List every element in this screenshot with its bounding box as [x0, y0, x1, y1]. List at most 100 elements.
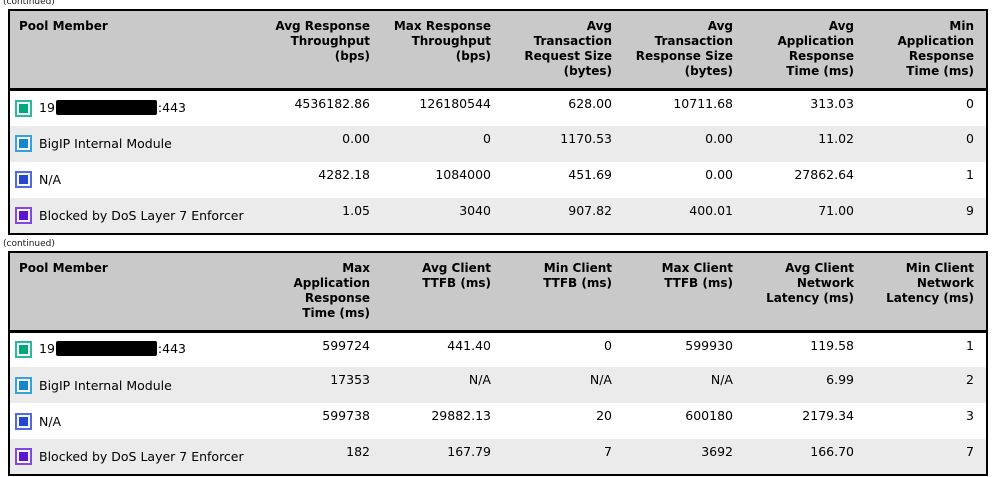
lightblue-square-icon: [15, 376, 32, 394]
metric-value-cell: 2179.34: [802, 408, 854, 423]
metric-column-header: Avg Response Throughput (bps): [261, 10, 382, 91]
metric-column-header: Min Client Network Latency (ms): [866, 251, 987, 333]
metric-value-cell: 11.02: [818, 130, 854, 146]
pool-member-cell: Blocked by DoS Layer 7 Enforcer: [9, 198, 261, 234]
lightblue-square-icon: [15, 135, 32, 152]
metric-value-cell: 126180544: [419, 96, 491, 111]
metric-value-cell: 599724: [322, 337, 370, 353]
pool-member-cell: 19:443: [9, 331, 261, 367]
redaction-box: [55, 341, 157, 357]
metric-value-cell: 3040: [459, 202, 491, 218]
pool-member-text: BigIP Internal Module: [39, 136, 172, 151]
metric-value-cell: 441.40: [447, 337, 491, 353]
metric-value-cell: 4536182.86: [294, 96, 370, 111]
metric-value-cell: 7: [604, 444, 612, 459]
metric-value-cell: 29882.13: [431, 408, 491, 423]
metric-value-cell: 1084000: [435, 166, 491, 182]
metric-value-cell: 600180: [685, 408, 733, 423]
table-row: Blocked by DoS Layer 7 Enforcer 1.05 3040 9…: [9, 197, 987, 234]
metric-column-header: Max Response Throughput (bps): [382, 10, 503, 91]
metric-value-cell: 2: [966, 372, 974, 387]
pool-member-text: Blocked by DoS Layer 7 Enforcer: [39, 207, 244, 223]
metric-value-cell: 7: [966, 444, 974, 459]
teal-square-icon: [15, 341, 32, 359]
metric-value-cell: 4282.18: [318, 166, 370, 182]
table-row: BigIP Internal Module 0.00 0 1170.53 0.00 11.…: [9, 125, 987, 162]
metric-value-cell: N/A: [589, 372, 612, 387]
metric-value-cell: 599930: [685, 337, 733, 353]
metric-value-cell: 907.82: [568, 202, 612, 218]
metric-value-cell: 313.03: [810, 96, 854, 111]
pool-member-label: 19:443: [15, 99, 261, 117]
table-body: 19:443 599724 441.40 0 599930 119.58 1 BigIP In…: [9, 331, 987, 475]
blue-square-icon: [15, 412, 32, 430]
metric-value-cell: 71.00: [818, 202, 854, 218]
pool-member-label: Blocked by DoS Layer 7 Enforcer: [15, 206, 261, 224]
metric-value-cell: 3: [966, 408, 974, 423]
metric-column-header: Max Application Response Time (ms): [261, 251, 382, 333]
metric-value-cell: 0.00: [705, 166, 733, 182]
metric-value-cell: 0: [604, 337, 612, 353]
pool-member-stats-table-1: Pool Member Avg Response Throughput (bps…: [8, 9, 988, 235]
pool-member-label: N/A: [15, 412, 261, 430]
header-row: Pool Member Max Application Response Tim…: [9, 251, 987, 333]
blue-square-icon: [15, 171, 32, 188]
metric-value-cell: 10711.68: [673, 96, 733, 111]
metric-value-cell: 1170.53: [560, 130, 612, 146]
metric-value-cell: 119.58: [810, 337, 854, 353]
metric-value-cell: 0: [966, 130, 974, 146]
pool-member-stats-table-2: Pool Member Max Application Response Tim…: [8, 250, 988, 476]
metric-column-header: Min Client TTFB (ms): [503, 251, 624, 333]
pool-member-text: Blocked by DoS Layer 7 Enforcer: [39, 449, 244, 464]
metric-value-cell: 182: [346, 444, 370, 459]
metric-column-header: Avg Client TTFB (ms): [382, 251, 503, 333]
metric-value-cell: 451.69: [568, 166, 612, 182]
redaction-box: [55, 99, 157, 115]
metric-value-cell: 0: [966, 96, 974, 111]
table-row: Blocked by DoS Layer 7 Enforcer 182 167.79…: [9, 439, 987, 475]
table-row: N/A 599738 29882.13 20 600180 2179.34 3: [9, 403, 987, 439]
table-row: 19:443 4536182.86 126180544 628.00 10711.68 3…: [9, 89, 987, 126]
teal-square-icon: [15, 99, 32, 117]
metric-column-header: Avg Application Response Time (ms): [745, 10, 866, 91]
pool-member-cell: 19:443: [9, 90, 261, 126]
metric-value-cell: 1: [966, 166, 974, 182]
metric-value-cell: 0: [483, 130, 491, 146]
pool-member-text: N/A: [39, 172, 62, 187]
metric-value-cell: 20: [596, 408, 612, 423]
metric-value-cell: 1: [966, 337, 974, 353]
metric-value-cell: 400.01: [689, 202, 733, 218]
metric-value-cell: 17353: [330, 372, 370, 387]
metric-column-header: Avg Client Network Latency (ms): [745, 251, 866, 333]
pool-member-label: Blocked by DoS Layer 7 Enforcer: [15, 448, 261, 465]
pool-member-cell: BigIP Internal Module: [9, 126, 261, 162]
metric-value-cell: 0.00: [342, 130, 370, 146]
pool-member-column-header: Pool Member: [9, 10, 261, 91]
table-row: BigIP Internal Module 17353 N/A N/A N/A 6.99 2: [9, 367, 987, 403]
pool-member-text: 19:443: [39, 99, 186, 115]
metric-value-cell: 6.99: [826, 372, 854, 387]
metric-value-cell: 167.79: [447, 444, 491, 459]
pool-member-label: N/A: [15, 171, 261, 188]
pool-member-text: 19:443: [39, 341, 186, 357]
metric-value-cell: 0.00: [705, 130, 733, 146]
table-row: N/A 4282.18 1084000 451.69 0.00 27862.64 1: [9, 161, 987, 198]
continued-label-top: (continued): [3, 0, 55, 7]
metric-column-header: Max Client TTFB (ms): [624, 251, 745, 333]
pool-member-cell: N/A: [9, 162, 261, 198]
purple-square-icon: [15, 206, 32, 224]
continued-label-middle: (continued): [3, 238, 55, 249]
table-body: 19:443 4536182.86 126180544 628.00 10711.68 3…: [9, 89, 987, 234]
pool-member-cell: Blocked by DoS Layer 7 Enforcer: [9, 439, 261, 475]
pool-member-column-header: Pool Member: [9, 251, 261, 333]
metric-column-header: Min Application Response Time (ms): [866, 10, 987, 91]
table-row: 19:443 599724 441.40 0 599930 119.58 1: [9, 331, 987, 367]
purple-square-icon: [15, 448, 32, 465]
metric-value-cell: 599738: [322, 408, 370, 423]
header-row: Pool Member Avg Response Throughput (bps…: [9, 10, 987, 91]
pool-member-label: BigIP Internal Module: [15, 135, 261, 152]
pool-member-label: BigIP Internal Module: [15, 376, 261, 394]
metric-value-cell: 9: [966, 202, 974, 218]
pool-member-label: 19:443: [15, 341, 261, 359]
pool-member-text: N/A: [39, 413, 62, 429]
